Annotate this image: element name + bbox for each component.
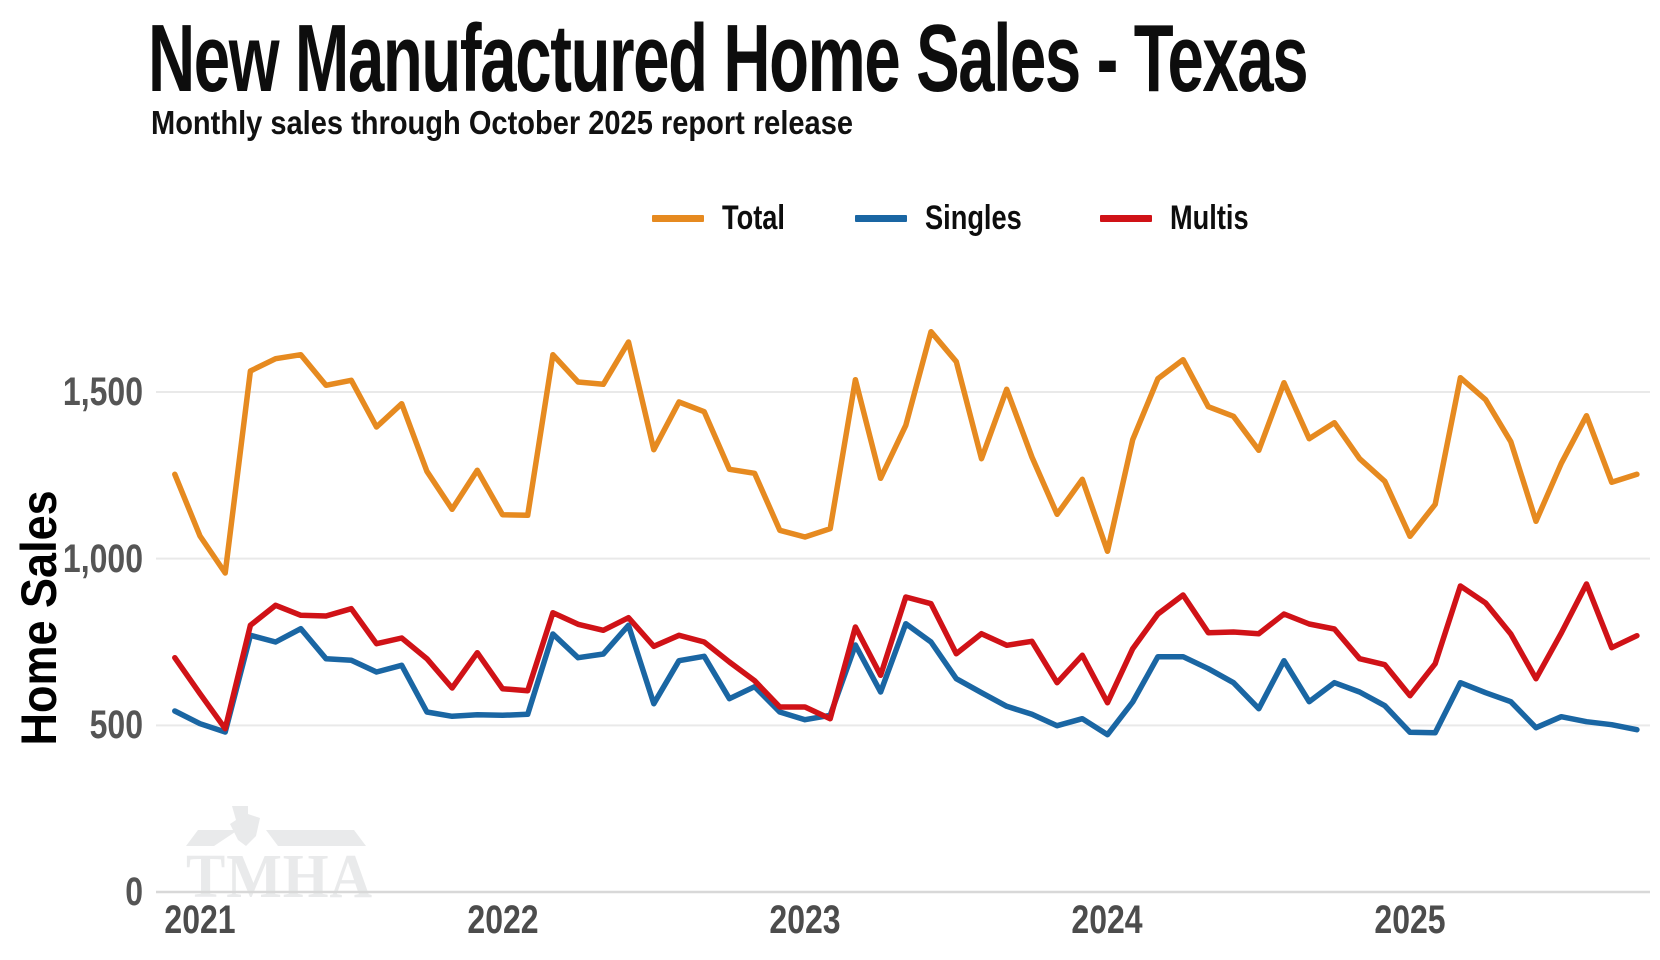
legend-item-total: Total xyxy=(652,199,801,238)
singles-swatch-icon xyxy=(854,214,907,222)
y-tick-label-1500: 1,500 xyxy=(62,370,143,414)
total-swatch-icon xyxy=(652,214,704,222)
x-tick-label-2023: 2023 xyxy=(769,898,841,942)
legend-label-multis: Multis xyxy=(1169,198,1249,237)
x-tick-label-2022: 2022 xyxy=(467,898,539,942)
y-tick-label-500: 500 xyxy=(89,703,143,747)
multis-swatch-icon xyxy=(1099,214,1152,222)
tmha-roof-icon xyxy=(186,806,366,846)
legend-label-total: Total xyxy=(722,198,785,237)
x-tick-label-2021: 2021 xyxy=(164,898,236,942)
y-tick-label-1000: 1,000 xyxy=(62,537,143,581)
singles-series-line xyxy=(172,620,1640,738)
legend-item-multis: Multis xyxy=(1099,198,1268,238)
tmha-watermark-logo: TMHA xyxy=(186,806,374,911)
tmha-watermark-text: TMHA xyxy=(186,843,374,911)
y-tick-label-0: 0 xyxy=(125,870,143,914)
chart-subtitle: Monthly sales through October 2025 repor… xyxy=(151,104,854,141)
x-tick-label-2025: 2025 xyxy=(1374,898,1446,942)
chart-title: New Manufactured Home Sales - Texas xyxy=(148,5,1309,112)
legend: Total Singles Multis xyxy=(652,196,1268,240)
total-series-line xyxy=(172,328,1640,576)
x-tick-label-2024: 2024 xyxy=(1071,898,1143,942)
legend-label-singles: Singles xyxy=(924,198,1022,237)
legend-item-singles: Singles xyxy=(854,198,1046,238)
multis-series-line xyxy=(172,581,1640,732)
